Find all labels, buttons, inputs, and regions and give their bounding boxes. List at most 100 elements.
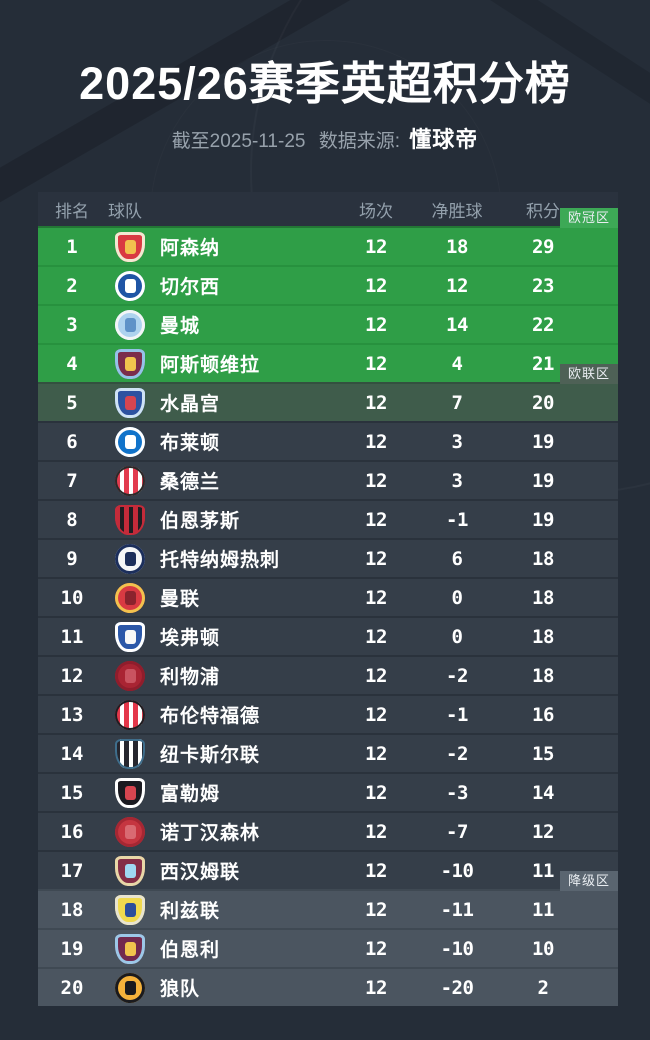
team-points: 14 — [532, 781, 554, 804]
team-played: 12 — [365, 664, 387, 687]
team-crest-cell — [106, 660, 154, 691]
team-name: 曼联 — [160, 589, 201, 610]
team-played: 12 — [365, 547, 387, 570]
team-points: 22 — [532, 313, 554, 336]
team-name: 富勒姆 — [160, 784, 221, 805]
team-crest-icon — [115, 465, 145, 496]
team-crest-cell — [106, 933, 154, 964]
team-played: 12 — [365, 235, 387, 258]
team-name: 伯恩利 — [160, 940, 221, 961]
team-crest-icon — [115, 933, 145, 964]
team-rank: 1 — [66, 235, 78, 258]
team-rank: 13 — [60, 703, 84, 726]
team-rank: 16 — [60, 820, 84, 843]
as-of-date: 截至2025-11-25 — [171, 131, 306, 152]
table-row: 10 曼联 12 0 18 — [38, 577, 618, 616]
team-name: 阿斯顿维拉 — [160, 355, 261, 376]
team-crest-icon — [115, 816, 145, 847]
team-goal-difference: -2 — [446, 664, 468, 687]
table-row: 7 桑德兰 12 3 19 — [38, 460, 618, 499]
table-row: 14 纽卡斯尔联 12 -2 15 — [38, 733, 618, 772]
team-crest-icon — [115, 621, 145, 652]
team-played: 12 — [365, 898, 387, 921]
team-crest-icon — [115, 699, 145, 730]
team-name: 曼城 — [160, 316, 201, 337]
subtitle: 截至2025-11-25 数据来源: 懂球帝 — [0, 122, 650, 154]
team-name: 切尔西 — [160, 277, 221, 298]
team-crest-icon — [115, 582, 145, 613]
team-rank: 3 — [66, 313, 78, 336]
team-played: 12 — [365, 508, 387, 531]
team-points: 18 — [532, 625, 554, 648]
team-played: 12 — [365, 430, 387, 453]
team-played: 12 — [365, 703, 387, 726]
team-crest-cell — [106, 777, 154, 808]
team-played: 12 — [365, 313, 387, 336]
team-crest-icon — [115, 270, 145, 301]
team-played: 12 — [365, 859, 387, 882]
team-played: 12 — [365, 469, 387, 492]
team-name: 伯恩茅斯 — [160, 511, 241, 532]
team-crest-cell — [106, 972, 154, 1003]
team-rank: 12 — [60, 664, 84, 687]
team-points: 19 — [532, 508, 554, 531]
table-row: 9 托特纳姆热刺 12 6 18 — [38, 538, 618, 577]
team-goal-difference: 7 — [451, 391, 463, 414]
team-played: 12 — [365, 625, 387, 648]
table-row: 16 诺丁汉森林 12 -7 12 — [38, 811, 618, 850]
team-crest-icon — [115, 738, 145, 769]
team-name: 托特纳姆热刺 — [160, 550, 281, 571]
team-goal-difference: 14 — [446, 313, 468, 336]
team-points: 11 — [532, 898, 554, 921]
zone-tag-ucl: 欧冠区 — [559, 208, 618, 228]
team-crest-cell — [106, 504, 154, 535]
column-header-points: 积分 — [526, 201, 560, 221]
team-goal-difference: -3 — [446, 781, 468, 804]
column-header-gd: 净胜球 — [431, 201, 483, 221]
team-goal-difference: 3 — [451, 469, 463, 492]
team-played: 12 — [365, 742, 387, 765]
table-row: 欧联区 5 水晶宫 12 7 20 — [38, 364, 618, 421]
team-crest-cell — [106, 231, 154, 262]
team-crest-icon — [115, 660, 145, 691]
team-crest-cell — [106, 621, 154, 652]
team-points: 12 — [532, 820, 554, 843]
team-name: 阿森纳 — [160, 238, 221, 259]
table-row: 11 埃弗顿 12 0 18 — [38, 616, 618, 655]
team-points: 18 — [532, 664, 554, 687]
team-name: 布伦特福德 — [160, 706, 261, 727]
team-rank: 9 — [66, 547, 78, 570]
team-crest-icon — [115, 894, 145, 925]
team-goal-difference: 0 — [451, 625, 463, 648]
team-played: 12 — [365, 274, 387, 297]
team-points: 19 — [532, 469, 554, 492]
table-header: 排名 球队 场次 净胜球 积分 — [38, 192, 618, 226]
team-crest-cell — [106, 270, 154, 301]
team-rank: 7 — [66, 469, 78, 492]
team-goal-difference: -1 — [446, 703, 468, 726]
team-goal-difference: 12 — [446, 274, 468, 297]
team-points: 16 — [532, 703, 554, 726]
team-played: 12 — [365, 976, 387, 999]
team-crest-icon — [115, 504, 145, 535]
team-points: 18 — [532, 586, 554, 609]
team-rank: 5 — [66, 391, 78, 414]
team-crest-cell — [106, 543, 154, 574]
team-rank: 15 — [60, 781, 84, 804]
team-name: 西汉姆联 — [160, 862, 241, 883]
table-row: 8 伯恩茅斯 12 -1 19 — [38, 499, 618, 538]
team-crest-cell — [106, 894, 154, 925]
team-name: 狼队 — [160, 979, 201, 1000]
team-name: 纽卡斯尔联 — [160, 745, 261, 766]
table-row: 4 阿斯顿维拉 12 4 21 — [38, 343, 618, 382]
team-crest-cell — [106, 699, 154, 730]
team-name: 布莱顿 — [160, 433, 221, 454]
table-row: 17 西汉姆联 12 -10 11 — [38, 850, 618, 889]
column-header-team: 球队 — [108, 201, 142, 221]
team-rank: 20 — [60, 976, 84, 999]
team-goal-difference: -20 — [440, 976, 474, 999]
team-name: 水晶宫 — [160, 394, 221, 415]
team-crest-cell — [106, 465, 154, 496]
team-played: 12 — [365, 586, 387, 609]
zone-tag-uel: 欧联区 — [559, 364, 618, 384]
